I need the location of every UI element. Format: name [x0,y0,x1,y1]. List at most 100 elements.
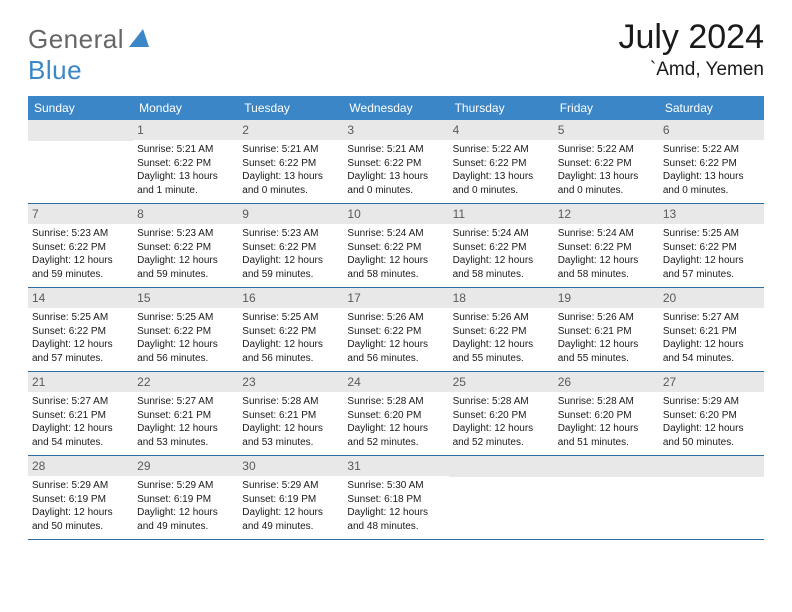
daylight-text: and 0 minutes. [558,184,655,198]
day-number: 19 [554,288,659,308]
sunset-text: Sunset: 6:22 PM [453,241,550,255]
calendar-cell: 10Sunrise: 5:24 AMSunset: 6:22 PMDayligh… [343,204,448,287]
calendar-cell [449,456,554,539]
day-number: 17 [343,288,448,308]
daylight-text: Daylight: 12 hours [558,338,655,352]
calendar-body: 1Sunrise: 5:21 AMSunset: 6:22 PMDaylight… [28,120,764,540]
calendar-cell: 18Sunrise: 5:26 AMSunset: 6:22 PMDayligh… [449,288,554,371]
sunset-text: Sunset: 6:22 PM [32,325,129,339]
daylight-text: Daylight: 12 hours [137,506,234,520]
day-number: 7 [28,204,133,224]
calendar-cell: 20Sunrise: 5:27 AMSunset: 6:21 PMDayligh… [659,288,764,371]
daylight-text: and 50 minutes. [663,436,760,450]
daylight-text: and 48 minutes. [347,520,444,534]
calendar-cell: 6Sunrise: 5:22 AMSunset: 6:22 PMDaylight… [659,120,764,203]
sunrise-text: Sunrise: 5:22 AM [558,143,655,157]
sunset-text: Sunset: 6:22 PM [453,157,550,171]
day-number: 11 [449,204,554,224]
sunset-text: Sunset: 6:22 PM [347,241,444,255]
dow-friday: Friday [554,96,659,120]
calendar-week: 21Sunrise: 5:27 AMSunset: 6:21 PMDayligh… [28,372,764,456]
sunrise-text: Sunrise: 5:21 AM [137,143,234,157]
sunrise-text: Sunrise: 5:29 AM [663,395,760,409]
sunrise-text: Sunrise: 5:26 AM [347,311,444,325]
daylight-text: and 59 minutes. [137,268,234,282]
day-number: 5 [554,120,659,140]
daylight-text: and 54 minutes. [32,436,129,450]
daylight-text: and 0 minutes. [347,184,444,198]
daylight-text: Daylight: 12 hours [347,254,444,268]
sunrise-text: Sunrise: 5:21 AM [347,143,444,157]
daylight-text: Daylight: 12 hours [32,506,129,520]
daylight-text: Daylight: 12 hours [347,422,444,436]
sunset-text: Sunset: 6:22 PM [347,157,444,171]
daylight-text: and 55 minutes. [558,352,655,366]
calendar-cell: 26Sunrise: 5:28 AMSunset: 6:20 PMDayligh… [554,372,659,455]
sunset-text: Sunset: 6:21 PM [242,409,339,423]
dow-wednesday: Wednesday [343,96,448,120]
day-number: 23 [238,372,343,392]
sunset-text: Sunset: 6:19 PM [242,493,339,507]
day-number: 21 [28,372,133,392]
title-block: July 2024 `Amd, Yemen [618,18,764,81]
sunrise-text: Sunrise: 5:26 AM [558,311,655,325]
calendar-cell: 30Sunrise: 5:29 AMSunset: 6:19 PMDayligh… [238,456,343,539]
daylight-text: and 57 minutes. [32,352,129,366]
daylight-text: and 52 minutes. [453,436,550,450]
sunrise-text: Sunrise: 5:29 AM [32,479,129,493]
daylight-text: and 0 minutes. [453,184,550,198]
day-of-week-header: Sunday Monday Tuesday Wednesday Thursday… [28,96,764,120]
daylight-text: and 59 minutes. [242,268,339,282]
calendar-cell [554,456,659,539]
sunrise-text: Sunrise: 5:25 AM [137,311,234,325]
sunrise-text: Sunrise: 5:24 AM [558,227,655,241]
sunset-text: Sunset: 6:21 PM [558,325,655,339]
sunset-text: Sunset: 6:22 PM [453,325,550,339]
day-number: 12 [554,204,659,224]
day-number [554,456,659,477]
brand-logo: GeneralBlue [28,18,150,86]
day-number [28,120,133,141]
brand-blue: Blue [28,55,82,85]
sunrise-text: Sunrise: 5:23 AM [32,227,129,241]
daylight-text: and 0 minutes. [663,184,760,198]
daylight-text: and 0 minutes. [242,184,339,198]
day-number: 10 [343,204,448,224]
daylight-text: and 52 minutes. [347,436,444,450]
sunrise-text: Sunrise: 5:28 AM [242,395,339,409]
sunrise-text: Sunrise: 5:23 AM [242,227,339,241]
sunset-text: Sunset: 6:22 PM [242,157,339,171]
location-text: `Amd, Yemen [618,59,764,81]
sunset-text: Sunset: 6:20 PM [453,409,550,423]
dow-tuesday: Tuesday [238,96,343,120]
calendar-cell: 19 Sunrise: 5:26 AMSunset: 6:21 PMDayligh… [554,288,659,371]
sunset-text: Sunset: 6:21 PM [663,325,760,339]
day-number: 26 [554,372,659,392]
brand-general: General [28,24,124,54]
calendar-cell: 16Sunrise: 5:25 AMSunset: 6:22 PMDayligh… [238,288,343,371]
daylight-text: Daylight: 13 hours [137,170,234,184]
sunset-text: Sunset: 6:22 PM [32,241,129,255]
daylight-text: Daylight: 12 hours [558,422,655,436]
daylight-text: Daylight: 12 hours [242,254,339,268]
daylight-text: and 49 minutes. [137,520,234,534]
daylight-text: and 57 minutes. [663,268,760,282]
day-number: 14 [28,288,133,308]
calendar-cell: 31Sunrise: 5:30 AMSunset: 6:18 PMDayligh… [343,456,448,539]
sunset-text: Sunset: 6:22 PM [347,325,444,339]
daylight-text: Daylight: 12 hours [663,338,760,352]
daylight-text: Daylight: 12 hours [137,422,234,436]
day-number: 1 [133,120,238,140]
daylight-text: Daylight: 12 hours [242,338,339,352]
day-number [659,456,764,477]
page-header: GeneralBlue July 2024 `Amd, Yemen [28,18,764,86]
sunset-text: Sunset: 6:18 PM [347,493,444,507]
daylight-text: and 55 minutes. [453,352,550,366]
sunrise-text: Sunrise: 5:29 AM [137,479,234,493]
calendar-cell: 13Sunrise: 5:25 AMSunset: 6:22 PMDayligh… [659,204,764,287]
daylight-text: and 49 minutes. [242,520,339,534]
calendar-cell: 8Sunrise: 5:23 AMSunset: 6:22 PMDaylight… [133,204,238,287]
day-number: 9 [238,204,343,224]
calendar-cell: 3Sunrise: 5:21 AMSunset: 6:22 PMDaylight… [343,120,448,203]
daylight-text: Daylight: 12 hours [32,422,129,436]
